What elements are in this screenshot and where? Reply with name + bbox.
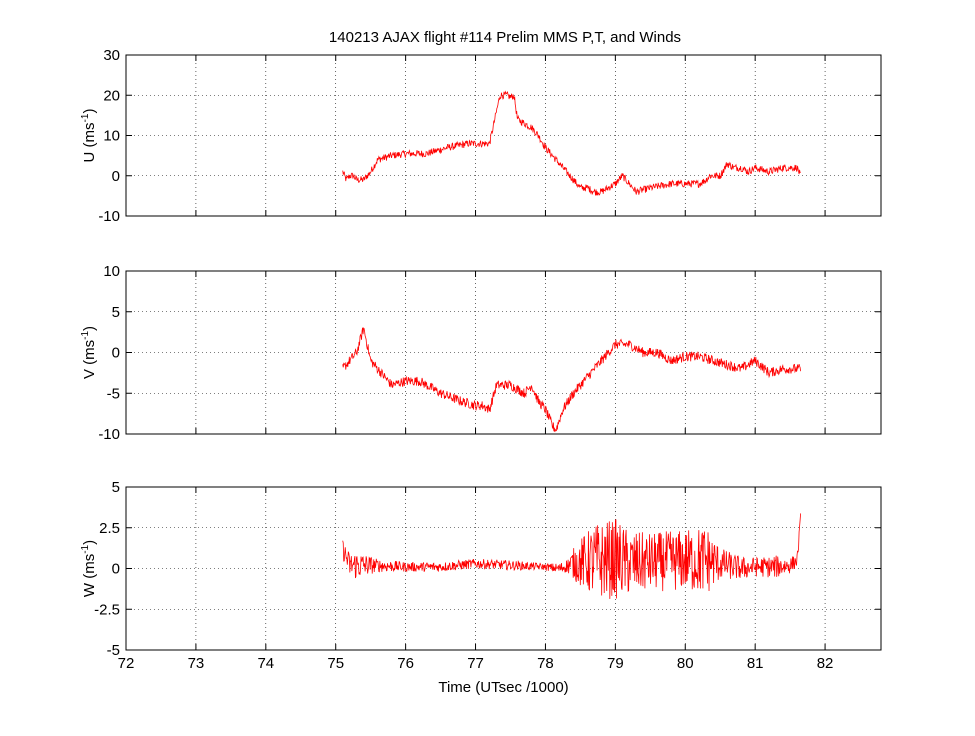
y-tick-label: 5 <box>112 479 120 496</box>
y-tick-label: 20 <box>103 87 120 104</box>
x-tick-label: 76 <box>397 655 414 672</box>
data-series-line <box>342 513 802 599</box>
x-axis-label: Time (UTsec /1000) <box>438 679 568 696</box>
panel-3: -5 -2.5 0 2.5 5 72 73 74 75 76 77 78 79 80 81 82 W (ms-1… <box>80 479 882 696</box>
y-axis-label: V (ms-1) <box>80 326 98 379</box>
x-tick-label: 73 <box>188 655 205 672</box>
y-tick-label: 10 <box>103 263 120 280</box>
y-axis-label: W (ms-1) <box>80 540 98 597</box>
x-tick-label: 82 <box>817 655 834 672</box>
y-tick-label: 30 <box>103 47 120 64</box>
y-tick-label: -5 <box>107 385 120 402</box>
x-tick-label: 77 <box>467 655 484 672</box>
y-tick-label: -5 <box>107 642 120 659</box>
panel-1: -10 0 10 20 30 U (ms-1) <box>80 47 882 225</box>
y-tick-label: 0 <box>112 345 120 362</box>
x-tick-label: 79 <box>607 655 624 672</box>
x-tick-label: 81 <box>747 655 764 672</box>
y-tick-label: 0 <box>112 168 120 185</box>
axes-frame <box>125 54 882 217</box>
x-tick-label: 74 <box>257 655 274 672</box>
y-tick-label: 2.5 <box>99 520 120 537</box>
y-axis-label: U (ms-1) <box>80 109 98 163</box>
x-tick-label: 72 <box>118 655 135 672</box>
y-tick-label: 10 <box>103 128 120 145</box>
panels: -10 0 10 20 30 U (ms-1) -10 -5 0 5 10 V (ms-1) -5 -2.… <box>80 47 882 696</box>
y-tick-label: -2.5 <box>94 601 120 618</box>
data-series-line <box>342 327 802 433</box>
axes-frame <box>125 270 882 435</box>
chart-title: 140213 AJAX flight #114 Prelim MMS P,T, … <box>329 29 681 46</box>
y-tick-label: 0 <box>112 561 120 578</box>
x-tick-label: 80 <box>677 655 694 672</box>
y-tick-label: -10 <box>98 426 120 443</box>
y-tick-label: 5 <box>112 304 120 321</box>
x-tick-label: 78 <box>537 655 554 672</box>
data-series-line <box>342 90 801 196</box>
y-tick-label: -10 <box>98 208 120 225</box>
panel-2: -10 -5 0 5 10 V (ms-1) <box>80 263 882 443</box>
x-tick-label: 75 <box>327 655 344 672</box>
